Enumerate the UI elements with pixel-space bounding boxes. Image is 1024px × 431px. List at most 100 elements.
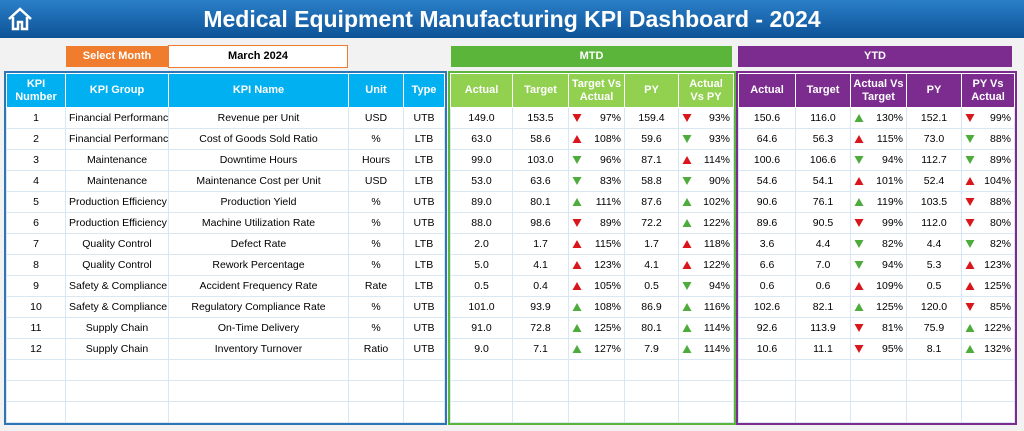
empty-cell <box>961 380 1015 402</box>
cell-text: 4.1 <box>533 259 548 271</box>
cell: 92.6 <box>738 317 796 339</box>
empty-row <box>738 380 1015 402</box>
cell-text: 88% <box>989 133 1011 145</box>
cell: 91.0 <box>450 317 513 339</box>
empty-cell <box>403 359 445 381</box>
cell: Accident Frequency Rate <box>168 275 349 297</box>
month-selector[interactable]: March 2024 <box>168 45 348 68</box>
empty-row <box>450 401 734 423</box>
status-arrow <box>854 198 864 206</box>
status-arrow <box>572 156 582 164</box>
cell: Financial Performance <box>65 107 169 129</box>
data-row: 10 Safety & Compliance Regulatory Complian… <box>6 296 445 318</box>
cell-text: Financial Performance <box>69 133 169 145</box>
status-arrow <box>854 219 864 227</box>
cell-text: USD <box>364 112 388 124</box>
cell-text: 90.5 <box>812 217 834 229</box>
cell-text: % <box>371 322 381 334</box>
data-row: 3 Maintenance Downtime Hours Hours LTB <box>6 149 445 171</box>
cell-text: 98.6 <box>530 217 551 229</box>
cell: 96% <box>568 149 625 171</box>
cell-text: 113.9 <box>810 322 836 334</box>
cell: 88.0 <box>450 212 513 234</box>
cell: Production Yield <box>168 191 349 213</box>
cell: 94% <box>850 254 907 276</box>
cell-text: 1 <box>33 112 39 124</box>
cell-text: Financial Performance <box>69 112 169 124</box>
header-row: Actual Target Actual Vs Target PY PY Vs Actu… <box>738 73 1015 108</box>
empty-cell <box>403 401 445 423</box>
empty-row <box>450 359 734 381</box>
cell: % <box>348 191 404 213</box>
cell: 95% <box>850 338 907 360</box>
cell: % <box>348 233 404 255</box>
cell-text: Maintenance <box>86 154 148 166</box>
data-row: 99.0 103.0 96% 87.1 114% <box>450 149 734 171</box>
cell: 115% <box>850 128 907 150</box>
status-arrow <box>965 156 975 164</box>
cell-text: 11.1 <box>813 343 833 355</box>
data-row: 5.0 4.1 123% 4.1 122% <box>450 254 734 276</box>
cell: 106.6 <box>795 149 851 171</box>
cell: 114% <box>678 338 734 360</box>
cell-text: Production Yield <box>220 196 297 208</box>
cell-text: Production Efficiency <box>69 217 167 229</box>
cell-text: 75.9 <box>923 322 945 334</box>
cell-text: LTB <box>414 154 434 166</box>
cell-text: 90% <box>708 175 730 187</box>
empty-cell <box>850 359 907 381</box>
cell: Machine Utilization Rate <box>168 212 349 234</box>
status-arrow <box>572 219 582 227</box>
home-icon[interactable] <box>6 5 34 33</box>
cell: 4.4 <box>795 233 851 255</box>
cell: 89.6 <box>738 212 796 234</box>
cell: 53.0 <box>450 170 513 192</box>
cell: 108% <box>568 128 625 150</box>
cell-text: 103.5 <box>920 196 948 208</box>
cell-text: 80.1 <box>641 322 662 334</box>
cell: % <box>348 128 404 150</box>
cell: Production Efficiency <box>65 191 169 213</box>
mtd-table: Actual Target Target Vs Actual PY Actual Vs … <box>448 71 736 425</box>
cell-text: 159.4 <box>638 112 665 124</box>
cell: 93.9 <box>512 296 569 318</box>
empty-cell <box>961 359 1015 381</box>
cell-text: 88.0 <box>471 217 492 229</box>
cell-text: 72.8 <box>530 322 551 334</box>
cell-text: Maintenance Cost per Unit <box>196 175 321 187</box>
cell: 90.6 <box>738 191 796 213</box>
cell-text: 10 <box>30 301 42 313</box>
cell: 1.7 <box>624 233 679 255</box>
cell: % <box>348 296 404 318</box>
data-row: 10.6 11.1 95% 8.1 132% <box>738 338 1015 360</box>
cell: 98.6 <box>512 212 569 234</box>
empty-cell <box>65 380 169 402</box>
empty-cell <box>512 380 569 402</box>
status-arrow <box>572 261 582 269</box>
cell: 8 <box>6 254 66 276</box>
column-header: Target <box>512 73 569 108</box>
cell-text: 3.6 <box>759 238 775 250</box>
cell: 123% <box>961 254 1015 276</box>
empty-cell <box>568 401 625 423</box>
empty-cell <box>168 359 349 381</box>
status-arrow <box>965 261 975 269</box>
cell-text: 4.4 <box>926 238 942 250</box>
cell: 5 <box>6 191 66 213</box>
cell-text: 59.6 <box>641 133 662 145</box>
cell-text: 82% <box>881 238 903 250</box>
cell: 54.6 <box>738 170 796 192</box>
column-header: Actual <box>738 73 796 108</box>
cell: LTB <box>403 275 445 297</box>
cell: 150.6 <box>738 107 796 129</box>
cell: 122% <box>961 317 1015 339</box>
cell: 86.9 <box>624 296 679 318</box>
column-header: KPI Number <box>6 73 66 108</box>
cell: 90.5 <box>795 212 851 234</box>
cell: 12 <box>6 338 66 360</box>
cell-text: 102.6 <box>753 301 781 313</box>
column-header: PY <box>906 73 962 108</box>
status-arrow <box>854 282 864 290</box>
cell-text: 0.6 <box>759 280 775 292</box>
cell-text: 53.0 <box>471 175 492 187</box>
